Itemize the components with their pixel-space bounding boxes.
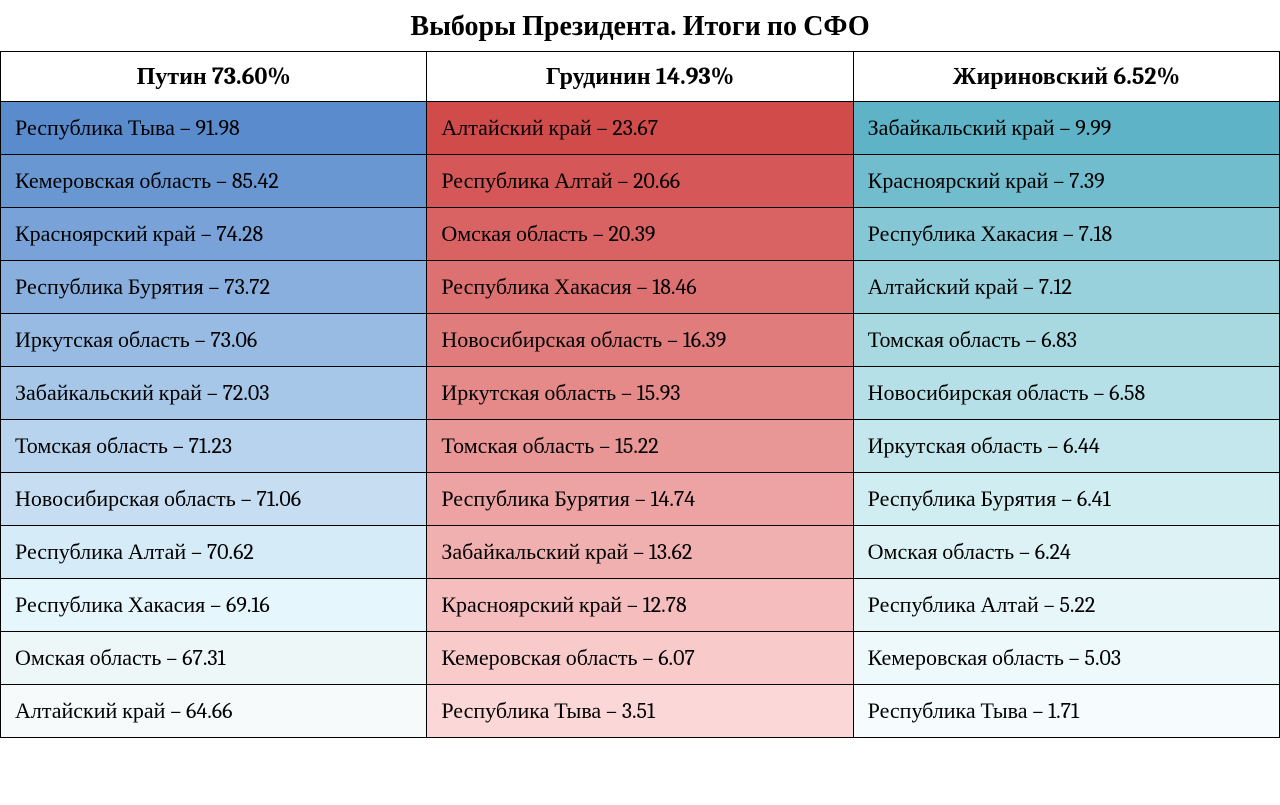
- table-cell: Новосибирская область – 6.58: [854, 367, 1280, 420]
- table-cell: Красноярский край – 7.39: [854, 155, 1280, 208]
- table-cell: Республика Хакасия – 18.46: [427, 261, 853, 314]
- table-cell: Алтайский край – 64.66: [1, 685, 427, 738]
- table-cell: Омская область – 6.24: [854, 526, 1280, 579]
- table-cell: Республика Бурятия – 14.74: [427, 473, 853, 526]
- table-cell: Республика Алтай – 70.62: [1, 526, 427, 579]
- table-cell: Новосибирская область – 16.39: [427, 314, 853, 367]
- table-cell: Иркутская область – 15.93: [427, 367, 853, 420]
- table-cell: Забайкальский край – 72.03: [1, 367, 427, 420]
- table-cell: Омская область – 67.31: [1, 632, 427, 685]
- table-cell: Республика Алтай – 20.66: [427, 155, 853, 208]
- table-cell: Томская область – 6.83: [854, 314, 1280, 367]
- table-cell: Алтайский край – 7.12: [854, 261, 1280, 314]
- table-cell: Омская область – 20.39: [427, 208, 853, 261]
- table-cell: Республика Тыва – 3.51: [427, 685, 853, 738]
- table-cell: Республика Бурятия – 6.41: [854, 473, 1280, 526]
- table-cell: Республика Тыва – 1.71: [854, 685, 1280, 738]
- table-cell: Красноярский край – 74.28: [1, 208, 427, 261]
- table-cell: Забайкальский край – 13.62: [427, 526, 853, 579]
- table-cell: Томская область – 15.22: [427, 420, 853, 473]
- table-cell: Новосибирская область – 71.06: [1, 473, 427, 526]
- table-cell: Томская область – 71.23: [1, 420, 427, 473]
- table-cell: Алтайский край – 23.67: [427, 102, 853, 155]
- table-cell: Иркутская область – 6.44: [854, 420, 1280, 473]
- table-cell: Республика Хакасия – 69.16: [1, 579, 427, 632]
- table-cell: Красноярский край – 12.78: [427, 579, 853, 632]
- results-table: Путин 73.60%Грудинин 14.93%Жириновский 6…: [0, 51, 1280, 738]
- table-cell: Республика Алтай – 5.22: [854, 579, 1280, 632]
- table-cell: Иркутская область – 73.06: [1, 314, 427, 367]
- table-cell: Кемеровская область – 6.07: [427, 632, 853, 685]
- table-cell: Республика Тыва – 91.98: [1, 102, 427, 155]
- table-cell: Забайкальский край – 9.99: [854, 102, 1280, 155]
- column-header: Грудинин 14.93%: [427, 52, 853, 102]
- table-cell: Кемеровская область – 85.42: [1, 155, 427, 208]
- table-cell: Республика Бурятия – 73.72: [1, 261, 427, 314]
- column-header: Жириновский 6.52%: [854, 52, 1280, 102]
- column-header: Путин 73.60%: [1, 52, 427, 102]
- page-title: Выборы Президента. Итоги по СФО: [0, 0, 1280, 51]
- table-cell: Кемеровская область – 5.03: [854, 632, 1280, 685]
- table-cell: Республика Хакасия – 7.18: [854, 208, 1280, 261]
